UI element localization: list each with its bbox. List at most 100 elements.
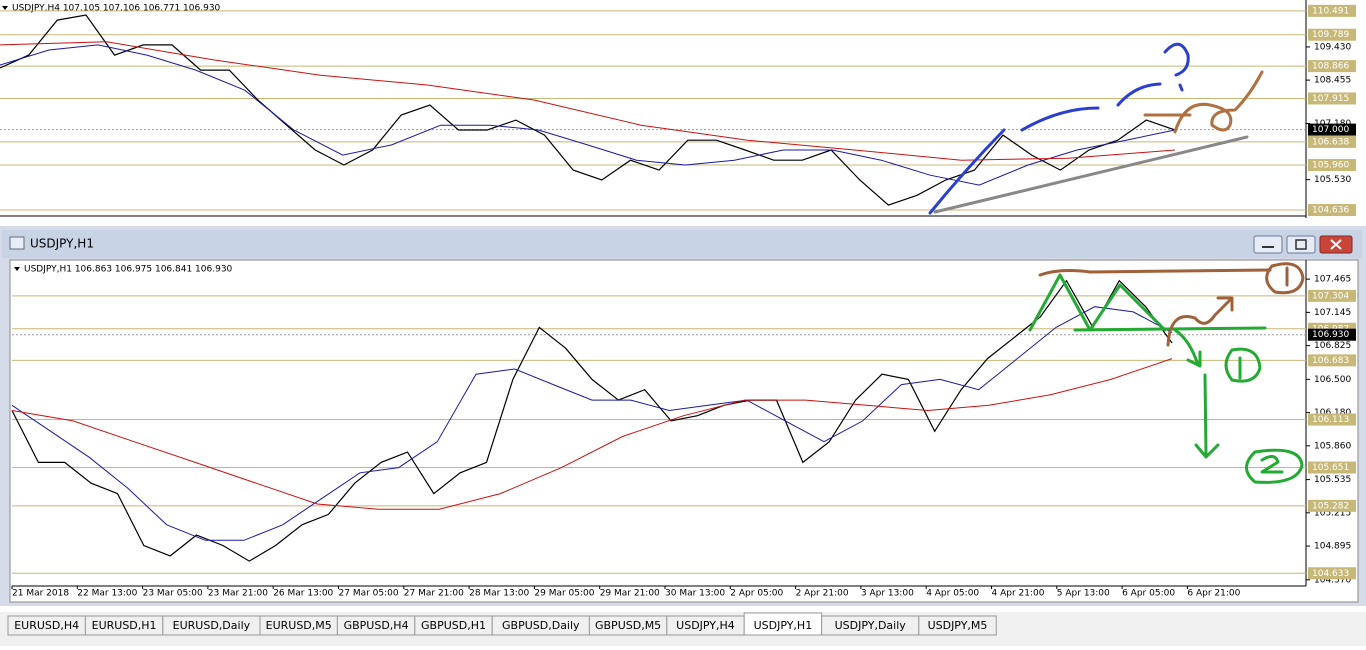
y-tick-label: 109.430 [1314, 42, 1351, 52]
price-line [11, 279, 1173, 562]
level-label: 105.960 [1312, 160, 1349, 170]
tab-label: USDJPY,H1 [754, 619, 813, 632]
level-label-bg [1308, 158, 1356, 171]
tab-label: GBPUSD,H1 [421, 619, 486, 632]
current-price-label: 106.930 [1312, 330, 1349, 340]
level-label: 109.789 [1312, 30, 1349, 40]
x-tick-label: 30 Mar 13:00 [665, 589, 725, 599]
trend-line [933, 135, 1249, 214]
brown-stroke [1143, 70, 1264, 134]
blue-stroke [1020, 106, 1100, 132]
moving-average [0, 41, 1176, 161]
tab[interactable] [918, 615, 997, 636]
close-icon [1330, 239, 1342, 250]
x-tick-label: 27 Mar 21:00 [404, 589, 464, 599]
level-label: 106.113 [1312, 415, 1349, 425]
tab-label: USDJPY,Daily [835, 619, 907, 632]
level-label: 105.651 [1312, 463, 1349, 473]
level-label-bg [1308, 92, 1356, 105]
y-tick-label: 105.215 [1314, 508, 1351, 518]
x-tick-label: 29 Mar 21:00 [600, 589, 660, 599]
charts: USDJPY,H4 107.105 107.106 106.771 106.93… [0, 4, 1356, 599]
window-title: USDJPY,H1 [30, 237, 94, 251]
x-tick-label: 29 Mar 05:00 [534, 589, 594, 599]
moving-average [11, 358, 1173, 510]
level-label-bg [1308, 289, 1356, 302]
x-tick-label: 22 Mar 13:00 [77, 589, 137, 599]
moving-average [0, 44, 1176, 186]
level-label-bg [1308, 461, 1356, 474]
level-label: 105.282 [1312, 501, 1349, 511]
chart-header: USDJPY,H4 107.105 107.106 106.771 106.93… [12, 4, 221, 14]
green-circle-2 [1245, 448, 1304, 484]
level-label-bg [1308, 28, 1356, 41]
x-tick-label: 2 Apr 21:00 [796, 589, 849, 599]
y-tick-label: 104.570 [1314, 575, 1351, 585]
tabs: EURUSD,H4 EURUSD,H1 EURUSD,Daily EURUSD,M5 G… [7, 612, 997, 636]
level-label: 108.866 [1312, 62, 1349, 72]
maximize-button[interactable] [1286, 235, 1316, 254]
tab-label: EURUSD,H1 [92, 619, 157, 632]
header-marker [2, 6, 8, 10]
tab-label: USDJPY,M5 [928, 619, 988, 632]
x-tick-label: 21 Mar 2018 [12, 589, 69, 599]
brown-line [1038, 268, 1272, 277]
y-tick-label: 105.530 [1314, 175, 1351, 185]
window-icon [9, 236, 25, 250]
x-tick-label: 27 Mar 05:00 [339, 589, 399, 599]
minimize-button[interactable] [1253, 235, 1283, 254]
h1-chart-area [9, 259, 1359, 603]
tab-label: USDJPY,H4 [676, 619, 735, 632]
current-price-label: 107.000 [1312, 125, 1349, 135]
y-tick-label: 107.465 [1314, 275, 1351, 285]
level-label-bg [1308, 135, 1356, 148]
tab-label: GBPUSD,H4 [344, 619, 409, 632]
x-tick-label: 4 Apr 21:00 [992, 589, 1045, 599]
annotations [928, 42, 1305, 484]
x-tick-label: 6 Apr 21:00 [1187, 589, 1240, 599]
y-tick-label: 104.895 [1314, 542, 1351, 552]
y-tick-label: 108.455 [1314, 76, 1351, 86]
h4-chart-area [0, 0, 1366, 222]
x-tick-label: 4 Apr 05:00 [926, 589, 979, 599]
level-label-bg [1308, 567, 1356, 580]
y-tick-label: 105.860 [1314, 441, 1351, 451]
x-tick-label: 3 Apr 13:00 [861, 589, 914, 599]
header-marker [14, 267, 20, 271]
level-label-bg [1308, 413, 1356, 426]
green-circle-1 [1224, 347, 1262, 383]
level-label: 107.915 [1312, 94, 1349, 104]
blue-stroke [1116, 82, 1162, 107]
green-arrow-down [1194, 373, 1220, 459]
brown-arrow [1166, 296, 1234, 347]
x-tick-label: 28 Mar 13:00 [469, 589, 529, 599]
current-price-bg [1308, 123, 1356, 136]
level-label: 104.633 [1312, 569, 1349, 579]
level-label: 104.636 [1312, 206, 1349, 216]
green-arrow [1173, 328, 1202, 368]
x-tick-label: 2 Apr 05:00 [730, 589, 783, 599]
price-line [0, 14, 1176, 206]
tab-label: GBPUSD,M5 [595, 619, 661, 632]
chart-header: USDJPY,H1 106.863 106.975 106.841 106.93… [24, 265, 233, 275]
y-tick-label: 106.180 [1314, 408, 1351, 418]
level-label: 106.683 [1312, 356, 1349, 366]
tab-label: EURUSD,H4 [14, 619, 79, 632]
level-label-bg [1308, 499, 1356, 512]
level-label: 106.638 [1312, 137, 1349, 147]
moving-average [11, 306, 1173, 541]
x-tick-label: 23 Mar 05:00 [143, 589, 203, 599]
maximize-icon [1295, 239, 1307, 250]
current-price-bg [1308, 328, 1356, 341]
x-tick-label: 6 Apr 05:00 [1122, 589, 1175, 599]
y-tick-label: 106.500 [1314, 375, 1351, 385]
level-label-bg [1308, 60, 1356, 73]
level-label-bg [1308, 354, 1356, 367]
blue-stroke [928, 128, 1006, 215]
level-label: 107.304 [1312, 291, 1349, 301]
x-tick-label: 26 Mar 13:00 [273, 589, 333, 599]
level-label: 110.491 [1312, 6, 1349, 16]
y-tick-label: 105.535 [1314, 475, 1351, 485]
level-label-bg [1308, 4, 1356, 17]
tab-label: EURUSD,M5 [266, 619, 332, 632]
